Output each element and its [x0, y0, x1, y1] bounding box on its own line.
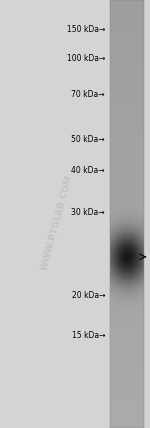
Text: 20 kDa→: 20 kDa→	[72, 291, 105, 300]
Text: WWW.PTGLAB.COM: WWW.PTGLAB.COM	[40, 174, 74, 271]
Text: 15 kDa→: 15 kDa→	[72, 331, 105, 341]
Text: 100 kDa→: 100 kDa→	[67, 54, 105, 63]
Text: 50 kDa→: 50 kDa→	[71, 134, 105, 144]
Bar	[110, 0, 144, 428]
Text: 70 kDa→: 70 kDa→	[71, 89, 105, 99]
Text: 30 kDa→: 30 kDa→	[71, 208, 105, 217]
Text: 150 kDa→: 150 kDa→	[67, 24, 105, 34]
Text: 40 kDa→: 40 kDa→	[71, 166, 105, 175]
